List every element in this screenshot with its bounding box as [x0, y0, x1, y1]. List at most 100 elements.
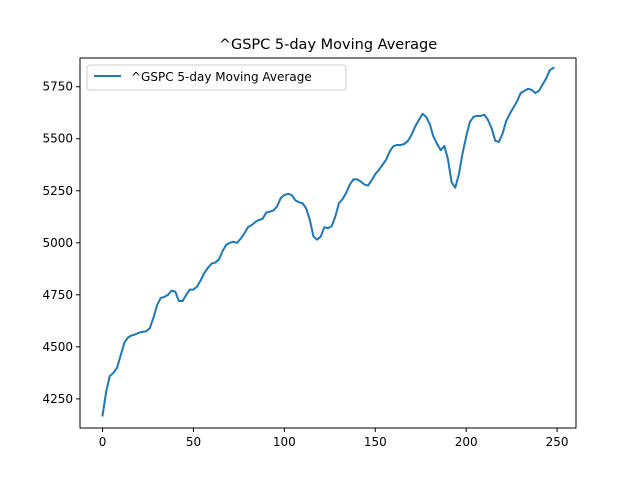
- series-point: [414, 125, 417, 128]
- chart-title: ^GSPC 5-day Moving Average: [219, 37, 437, 53]
- series-point: [363, 183, 366, 186]
- series-point: [530, 89, 533, 91]
- series-point: [425, 116, 427, 118]
- series-point: [541, 83, 544, 86]
- series-point: [294, 199, 297, 201]
- series-point: [407, 140, 409, 142]
- legend-box: [86, 64, 347, 91]
- series-point: [392, 145, 395, 147]
- series-point: [123, 341, 126, 344]
- y-axis-ticks: 4250 4500 4750 5000 5250 5500 5750: [42, 80, 80, 406]
- series-point: [134, 333, 137, 336]
- series-point: [159, 297, 162, 299]
- series-point: [199, 279, 202, 282]
- series-point: [258, 219, 260, 221]
- plot-area-frame: [79, 57, 577, 429]
- series-point: [218, 258, 220, 261]
- series-point: [323, 226, 326, 228]
- series-point: [429, 123, 431, 125]
- series-point: [141, 331, 144, 333]
- legend-label: ^GSPC 5-day Moving Average: [131, 70, 312, 84]
- series-point: [399, 144, 402, 146]
- series-point: [432, 135, 435, 138]
- series-point: [269, 210, 271, 213]
- series-point: [178, 300, 180, 302]
- series-point: [105, 390, 107, 393]
- series-point: [174, 290, 177, 293]
- y-tick-label: 5250: [42, 184, 73, 198]
- series-point: [498, 141, 500, 143]
- series-point: [203, 272, 206, 274]
- series-point: [505, 120, 507, 122]
- series-point: [319, 235, 322, 238]
- series-point: [341, 198, 344, 200]
- series-point: [410, 133, 413, 136]
- series-point: [301, 202, 304, 205]
- series-point: [519, 92, 522, 94]
- series-point: [192, 288, 195, 291]
- series-point: [516, 100, 518, 103]
- series-point: [181, 300, 184, 302]
- series-point: [538, 90, 540, 92]
- series-point: [436, 143, 438, 145]
- series-point: [469, 121, 471, 123]
- x-tick-label: 200: [455, 435, 478, 449]
- x-tick-label: 150: [364, 435, 387, 449]
- series-point: [490, 127, 493, 130]
- series-point: [254, 221, 257, 223]
- series-point: [101, 414, 104, 417]
- series-point: [276, 205, 278, 208]
- series-point: [494, 140, 497, 142]
- series-point: [130, 334, 133, 337]
- series-point: [454, 186, 457, 189]
- y-tick-label: 5750: [42, 80, 73, 94]
- series-point: [352, 178, 355, 181]
- series-point: [439, 149, 442, 151]
- series-point: [196, 285, 198, 288]
- series-point: [381, 163, 384, 166]
- series-point: [265, 211, 267, 214]
- series-point: [545, 77, 547, 80]
- series-point: [185, 294, 187, 296]
- series-point: [236, 241, 238, 244]
- series-point: [509, 112, 511, 115]
- series-point: [116, 366, 118, 369]
- x-tick-label: 0: [99, 435, 107, 449]
- series-point: [327, 227, 329, 230]
- legend: ^GSPC 5-day Moving Average: [86, 64, 347, 91]
- series-point: [298, 201, 300, 204]
- series-point: [312, 235, 315, 238]
- series-point: [112, 372, 115, 374]
- series-point: [272, 209, 275, 212]
- series-point: [367, 184, 369, 187]
- series-point: [127, 336, 129, 339]
- series-point: [356, 178, 358, 181]
- series-point: [443, 145, 446, 147]
- series-point: [149, 327, 151, 329]
- series-point: [283, 194, 286, 196]
- series-point: [458, 173, 460, 175]
- series-point: [338, 202, 340, 205]
- series-point: [163, 296, 166, 298]
- series-point: [476, 115, 478, 117]
- series-point: [501, 132, 504, 135]
- series-point: [287, 193, 289, 195]
- series-point: [523, 90, 526, 92]
- series-point: [487, 119, 489, 121]
- series-point: [109, 375, 111, 377]
- series-point: [316, 238, 318, 241]
- series-point: [138, 331, 140, 334]
- series-point: [345, 192, 347, 194]
- series-point: [334, 215, 337, 218]
- series-point: [210, 262, 213, 265]
- series-point: [461, 152, 464, 155]
- series-point: [152, 316, 155, 319]
- series-point: [145, 330, 147, 333]
- series-point: [243, 232, 246, 235]
- x-tick-label: 100: [273, 435, 296, 449]
- series-point: [247, 226, 249, 228]
- series-point: [418, 119, 420, 121]
- series-point: [385, 158, 387, 161]
- x-tick-label: 50: [186, 435, 201, 449]
- series-point: [374, 173, 377, 175]
